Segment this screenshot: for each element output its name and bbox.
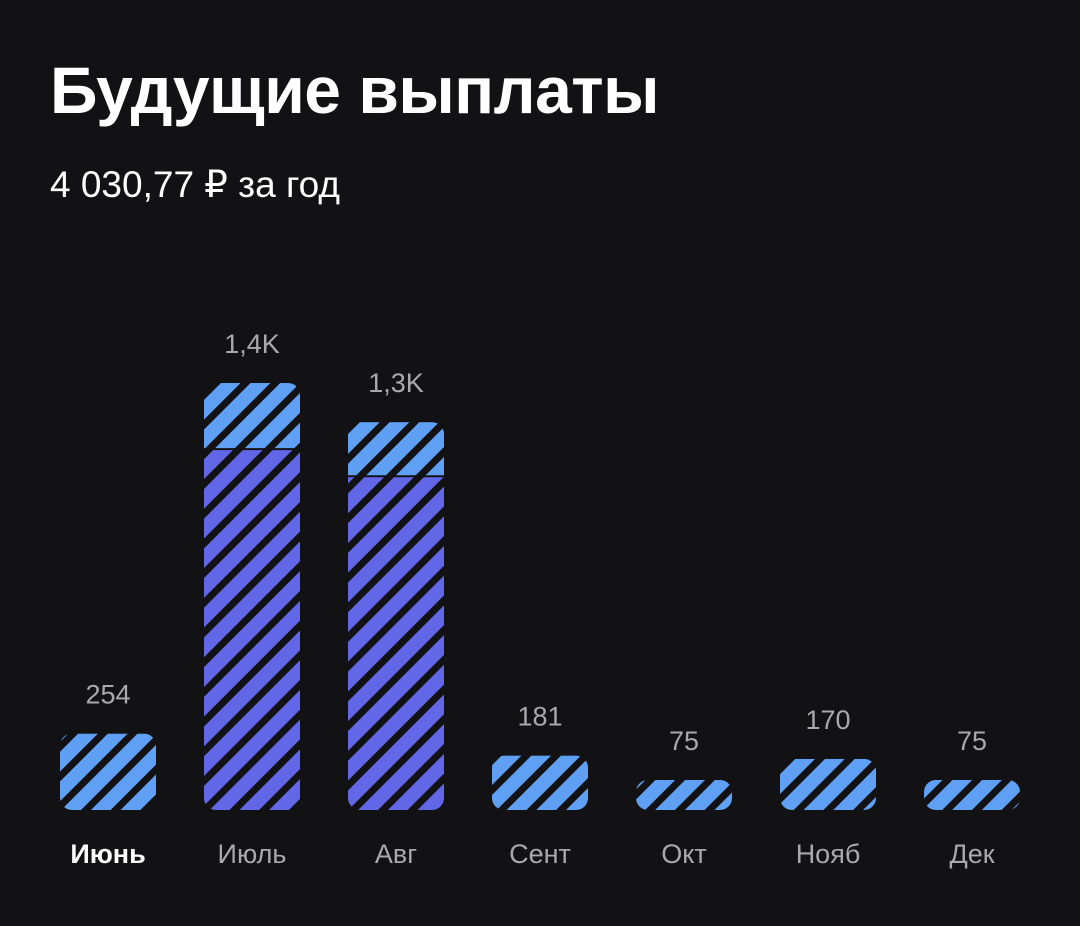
month-tab[interactable]: Июнь (70, 839, 145, 869)
month-tab[interactable]: Окт (661, 839, 706, 869)
value-label: 75 (957, 726, 987, 756)
bar-5[interactable] (636, 780, 732, 810)
page-title: Будущие выплаты (50, 53, 659, 127)
value-label: 1,4K (224, 329, 280, 359)
yearly-total: 4 030,77 ₽ за год (50, 164, 340, 205)
bar-6[interactable] (780, 758, 876, 810)
value-label: 181 (517, 702, 562, 732)
bar-segment-light (348, 422, 444, 477)
bar-segment-light (924, 780, 1020, 810)
month-tab[interactable]: Дек (949, 839, 994, 869)
month-tab[interactable]: Июль (218, 839, 287, 869)
bar-segment-light (60, 733, 156, 810)
bar-7[interactable] (924, 780, 1020, 810)
month-tab[interactable]: Авг (375, 839, 417, 869)
bar-segment-dark (348, 476, 444, 810)
bar-segment-light (780, 758, 876, 810)
bar-segment-light (636, 780, 732, 810)
month-tab[interactable]: Сент (509, 839, 571, 869)
bar-segment-light (492, 755, 588, 810)
bar-3[interactable] (348, 422, 444, 810)
bar-segment-dark (204, 449, 300, 810)
value-label: 75 (669, 726, 699, 756)
value-label: 254 (85, 680, 130, 710)
value-label: 170 (805, 705, 850, 735)
bar-1[interactable] (60, 733, 156, 810)
bars-layer (60, 383, 1020, 810)
value-label: 1,3K (368, 368, 424, 398)
bar-segment-light (204, 383, 300, 450)
bar-4[interactable] (492, 755, 588, 810)
month-tab[interactable]: Нояб (796, 839, 861, 869)
labels-layer: 254 Июнь 1,4K Июль 1,3K Авг 181 Сент 75 Окт 170 Ноя… (70, 329, 994, 869)
bar-2[interactable] (204, 383, 300, 810)
